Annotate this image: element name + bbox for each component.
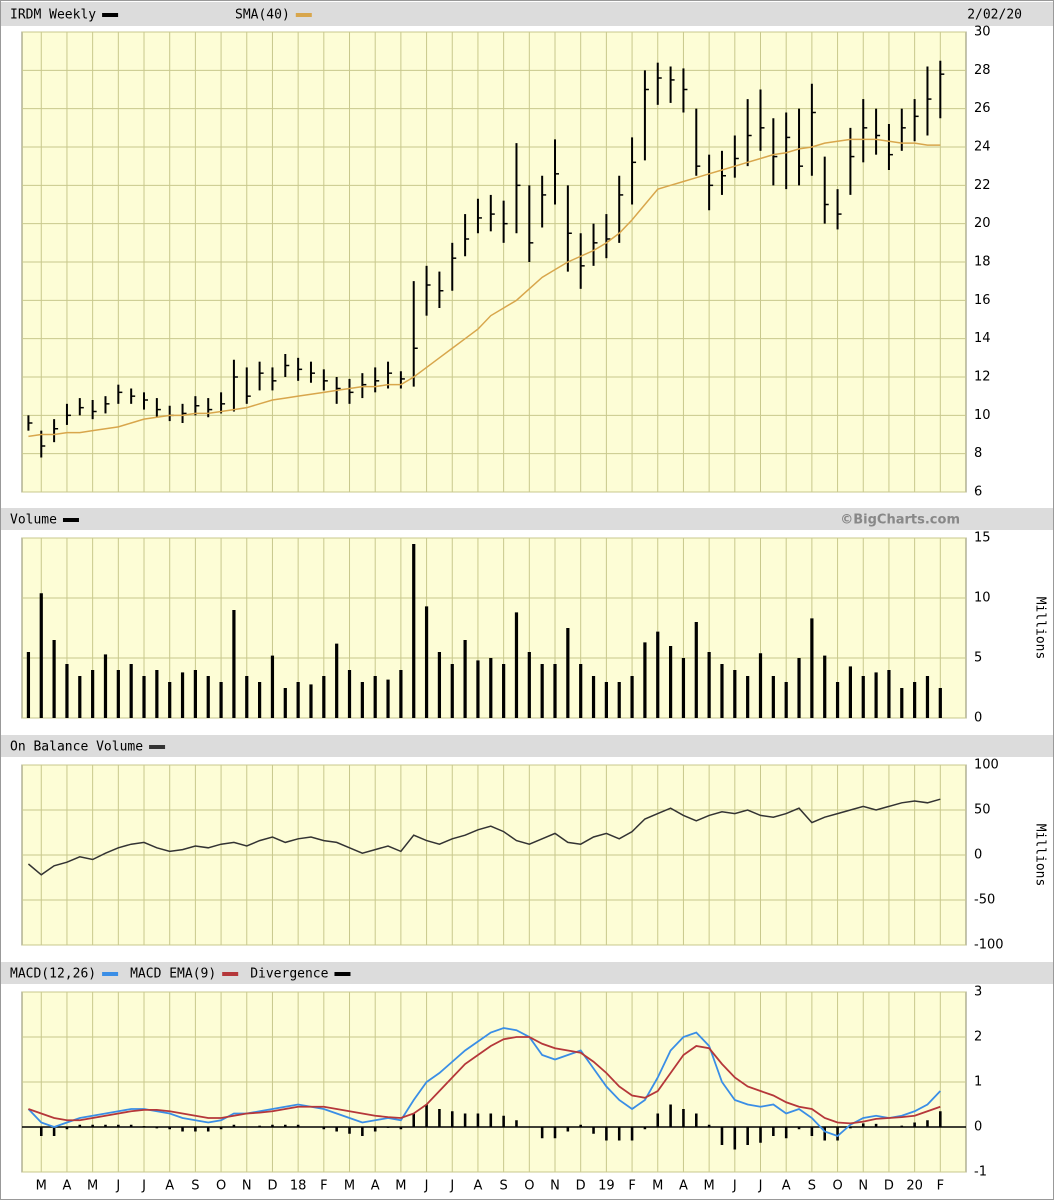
panel-header	[1, 508, 1053, 530]
x-tick-label: M	[87, 1179, 98, 1194]
y-tick-label: -50	[974, 893, 995, 908]
x-tick-label: O	[832, 1179, 842, 1194]
x-tick-label: A	[165, 1179, 174, 1194]
x-tick-label: A	[62, 1179, 71, 1194]
x-tick-label: J	[115, 1179, 120, 1194]
x-tick-label: M	[652, 1179, 663, 1194]
x-tick-label: N	[550, 1179, 560, 1194]
series-line	[27, 798, 941, 876]
x-tick-label: J	[732, 1179, 737, 1194]
legend-label: MACD(12,26)	[10, 967, 96, 982]
x-tick-label: J	[758, 1179, 763, 1194]
x-tick-label: A	[473, 1179, 482, 1194]
series-line	[27, 1027, 941, 1138]
y-tick-label: 16	[974, 293, 991, 308]
x-tick-label: J	[449, 1179, 454, 1194]
legend-swatch	[295, 13, 312, 17]
x-tick-label: S	[808, 1179, 816, 1194]
legend-swatch	[102, 13, 119, 17]
legend-label: SMA(40)	[235, 8, 290, 23]
legend-swatch	[62, 518, 79, 522]
legend-swatch	[149, 745, 166, 749]
x-tick-label: D	[267, 1179, 277, 1194]
legend-label: Divergence	[250, 967, 328, 982]
y-tick-label: 8	[974, 446, 982, 461]
y-axis-label: Millions	[1033, 597, 1048, 660]
y-tick-label: 15	[974, 531, 991, 546]
x-tick-label: 20	[906, 1179, 923, 1194]
y-tick-label: 50	[974, 803, 991, 818]
legend-label: IRDM Weekly	[10, 8, 96, 23]
x-tick-label: S	[191, 1179, 199, 1194]
y-tick-label: 2	[974, 1030, 982, 1045]
x-tick-label: M	[704, 1179, 715, 1194]
y-tick-label: 22	[974, 178, 991, 193]
legend-label: MACD EMA(9)	[130, 967, 216, 982]
y-tick-label: 12	[974, 370, 991, 385]
y-tick-label: 10	[974, 591, 991, 606]
x-tick-label: F	[320, 1179, 327, 1194]
y-tick-label: 10	[974, 408, 991, 423]
legend-swatch	[102, 972, 119, 976]
x-tick-label: F	[937, 1179, 944, 1194]
y-tick-label: -1	[974, 1165, 987, 1180]
plot-area	[21, 537, 967, 719]
y-tick-label: 0	[974, 848, 982, 863]
legend-swatch	[334, 972, 351, 976]
y-tick-label: 3	[974, 985, 982, 1000]
x-tick-label: J	[424, 1179, 429, 1194]
legend-label: Volume	[10, 513, 57, 528]
y-axis-label: Millions	[1033, 824, 1048, 887]
x-tick-label: N	[242, 1179, 252, 1194]
x-tick-label: F	[628, 1179, 635, 1194]
y-tick-label: 26	[974, 101, 991, 116]
x-tick-label: A	[782, 1179, 791, 1194]
y-tick-label: 6	[974, 485, 982, 500]
watermark: ©BigCharts.com	[840, 513, 960, 528]
x-tick-label: M	[344, 1179, 355, 1194]
y-tick-label: 1	[974, 1075, 982, 1090]
x-tick-label: M	[395, 1179, 406, 1194]
x-tick-label: D	[884, 1179, 894, 1194]
date-label: 2/02/20	[967, 8, 1022, 23]
x-tick-label: A	[679, 1179, 688, 1194]
x-tick-label: A	[371, 1179, 380, 1194]
y-tick-label: 100	[974, 758, 999, 773]
y-tick-label: 24	[974, 140, 991, 155]
x-tick-label: 18	[290, 1179, 307, 1194]
y-tick-label: 5	[974, 651, 982, 666]
y-tick-label: 14	[974, 331, 991, 346]
series-line	[28, 138, 941, 438]
x-tick-label: M	[36, 1179, 47, 1194]
y-tick-label: 20	[974, 216, 991, 231]
x-tick-label: D	[576, 1179, 586, 1194]
panel-header	[1, 2, 1053, 26]
y-tick-label: 30	[974, 25, 991, 40]
legend-swatch	[222, 972, 239, 976]
panel-header	[1, 735, 1053, 757]
y-tick-label: 0	[974, 1120, 982, 1135]
x-tick-label: O	[524, 1179, 534, 1194]
x-tick-label: O	[216, 1179, 226, 1194]
legend-label: On Balance Volume	[10, 740, 143, 755]
x-tick-label: N	[858, 1179, 868, 1194]
x-tick-label: 19	[598, 1179, 615, 1194]
x-tick-label: S	[499, 1179, 507, 1194]
series-line	[28, 1036, 941, 1125]
y-tick-label: -100	[974, 938, 1004, 953]
y-tick-label: 28	[974, 63, 991, 78]
x-tick-label: J	[141, 1179, 146, 1194]
y-tick-label: 0	[974, 711, 982, 726]
y-tick-label: 18	[974, 255, 991, 270]
panel-header	[1, 962, 1053, 984]
